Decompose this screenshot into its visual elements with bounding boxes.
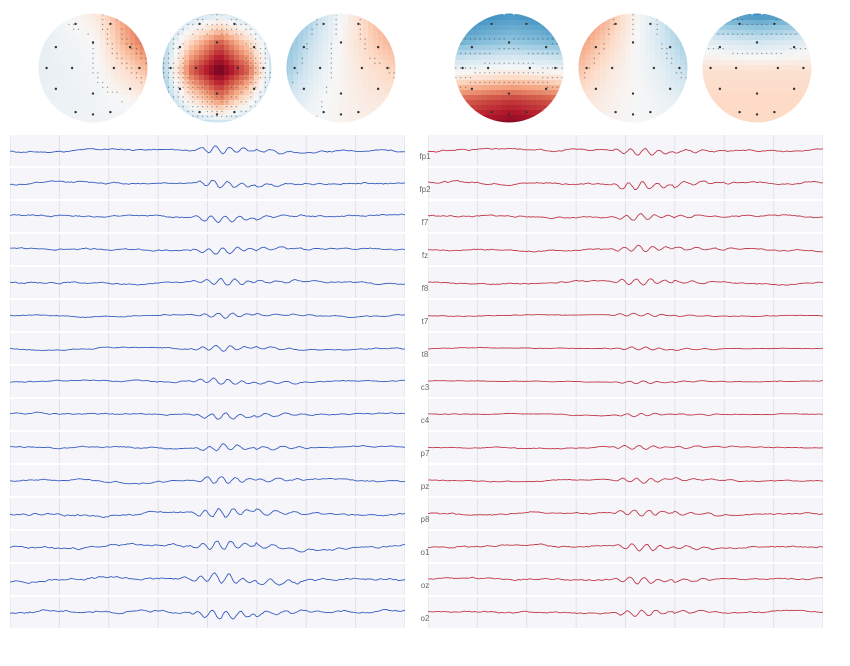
topomaps-left-group (35, 10, 399, 126)
topomap (283, 10, 399, 126)
topomap (699, 10, 815, 126)
channel-label-t8: t8 (411, 338, 439, 371)
topomap (575, 10, 691, 126)
channel-label-f7: f7 (411, 206, 439, 239)
channel-label-pz: pz (411, 470, 439, 503)
channel-label-f8: f8 (411, 272, 439, 305)
channel-labels-column: fp1fp2f7fzf8t7t8c3c4p7pzp8o1ozo2 (411, 140, 439, 635)
topomap-right-frontal-pos (35, 10, 151, 126)
channel-label-o1: o1 (411, 536, 439, 569)
topomap-anterior-neg-posterior-pos (451, 10, 567, 126)
channel-label-p8: p8 (411, 503, 439, 536)
topomap (35, 10, 151, 126)
channel-label-oz: oz (411, 569, 439, 602)
channel-label-t7: t7 (411, 305, 439, 338)
traces-panel-left (10, 134, 422, 629)
channel-label-fp2: fp2 (411, 173, 439, 206)
topomap-anterior-neg-mild (699, 10, 815, 126)
channel-label-c3: c3 (411, 371, 439, 404)
topomap (451, 10, 567, 126)
topomap-diagonal-2 (575, 10, 691, 126)
topomaps-right-group (451, 10, 815, 126)
topomap-diagonal-1 (283, 10, 399, 126)
traces-panel-right (428, 134, 840, 629)
eeg-figure: fp1fp2f7fzf8t7t8c3c4p7pzp8o1ozo2 (0, 0, 850, 666)
topomaps-row (0, 0, 850, 134)
channel-label-fz: fz (411, 239, 439, 272)
traces-svg (10, 134, 405, 629)
channel-label-p7: p7 (411, 437, 439, 470)
channel-label-fp1: fp1 (411, 140, 439, 173)
topomap-central-pos (159, 10, 275, 126)
traces-svg (428, 134, 823, 629)
channel-label-c4: c4 (411, 404, 439, 437)
topomap (159, 10, 275, 126)
channel-label-o2: o2 (411, 602, 439, 635)
